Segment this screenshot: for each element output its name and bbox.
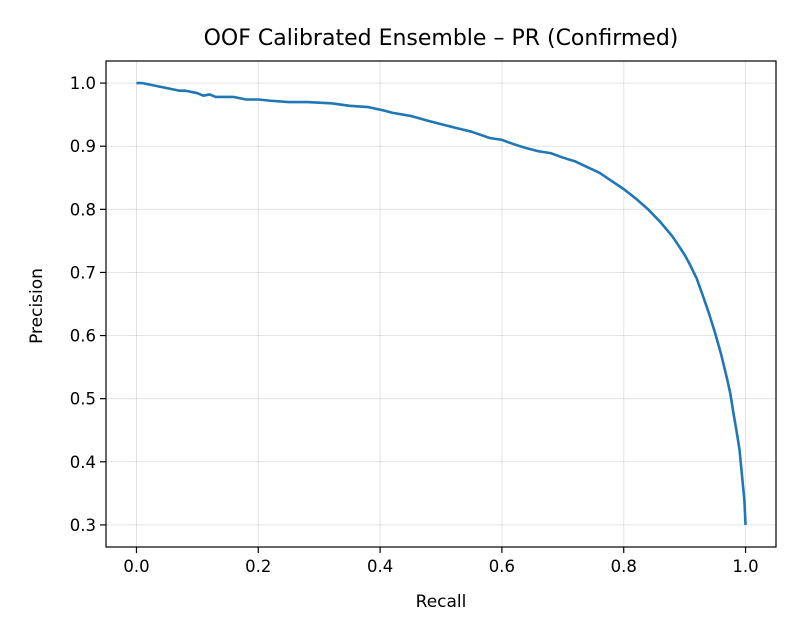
y-tick-label: 0.6 <box>70 327 96 346</box>
x-tick-label: 1.0 <box>732 557 758 576</box>
y-tick-label: 0.7 <box>70 263 96 282</box>
x-tick-label: 0.8 <box>611 557 637 576</box>
x-axis-label: Recall <box>416 592 467 612</box>
y-tick-label: 0.4 <box>70 453 96 472</box>
y-tick-label: 0.9 <box>70 137 96 156</box>
y-tick-label: 0.5 <box>70 390 96 409</box>
x-tick-label: 0.6 <box>489 557 515 576</box>
y-tick-label: 0.8 <box>70 200 96 219</box>
y-axis-label: Precision <box>27 268 47 344</box>
pr-curve-line <box>136 81 747 525</box>
plot-area-frame <box>105 60 777 548</box>
chart-title: OOF Calibrated Ensemble – PR (Confirmed) <box>204 26 679 51</box>
grid-layer <box>106 61 776 547</box>
x-tick-label: 0.0 <box>123 557 149 576</box>
line-layer <box>136 81 747 525</box>
x-tick-label: 0.4 <box>367 557 393 576</box>
x-tick-label: 0.2 <box>245 557 271 576</box>
tick-layer: 0.0 0.2 0.4 0.6 0.8 1.0 0.3 0.4 0.5 0.6 0.7 0.8 0.9 1… <box>70 74 759 576</box>
y-tick-label: 1.0 <box>70 74 96 93</box>
y-tick-label: 0.3 <box>70 516 96 535</box>
